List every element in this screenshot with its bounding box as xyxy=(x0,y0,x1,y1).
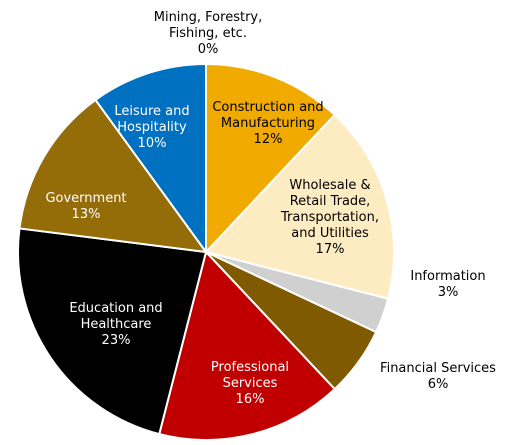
value-label: 23% xyxy=(101,333,131,348)
value-label: 13% xyxy=(71,207,101,222)
value-label: 17% xyxy=(315,242,345,257)
category-label: Professional Services xyxy=(210,360,290,391)
slice-label: Education and Healthcare 23% xyxy=(56,301,176,349)
slice-label: Professional Services 16% xyxy=(195,360,305,408)
value-label: 6% xyxy=(427,377,449,392)
slice-label: Leisure and Hospitality 10% xyxy=(102,104,202,152)
slice-label: Government 13% xyxy=(36,191,136,223)
pie-slice xyxy=(17,227,208,436)
slice-label: Financial Services 6% xyxy=(366,361,511,393)
category-label: Mining, Forestry, Fishing, etc. xyxy=(153,10,263,41)
category-label: Construction and Manufacturing xyxy=(212,100,324,131)
value-label: 3% xyxy=(437,285,459,300)
pie-slice xyxy=(205,62,337,255)
slice-label: Wholesale & Retail Trade, Transportation… xyxy=(271,178,389,258)
pie-slice xyxy=(158,249,337,441)
value-label: 12% xyxy=(253,132,283,147)
category-label: Financial Services xyxy=(380,361,496,376)
value-label: 16% xyxy=(235,392,265,407)
slice-label: Information 3% xyxy=(393,269,503,301)
category-label: Government xyxy=(45,191,127,206)
category-label: Leisure and Hospitality xyxy=(114,104,190,135)
slice-label: Construction and Manufacturing 12% xyxy=(202,100,334,148)
category-label: Education and Healthcare xyxy=(69,301,163,332)
pie-slice xyxy=(94,62,207,256)
slice-label: Mining, Forestry, Fishing, etc. 0% xyxy=(143,10,273,58)
category-label: Information xyxy=(410,269,486,284)
pie-slice xyxy=(204,113,395,300)
value-label: 10% xyxy=(137,136,167,151)
category-label: Wholesale & Retail Trade, Transportation… xyxy=(280,178,379,241)
pie-slice xyxy=(18,98,209,254)
value-label: 0% xyxy=(197,42,219,57)
